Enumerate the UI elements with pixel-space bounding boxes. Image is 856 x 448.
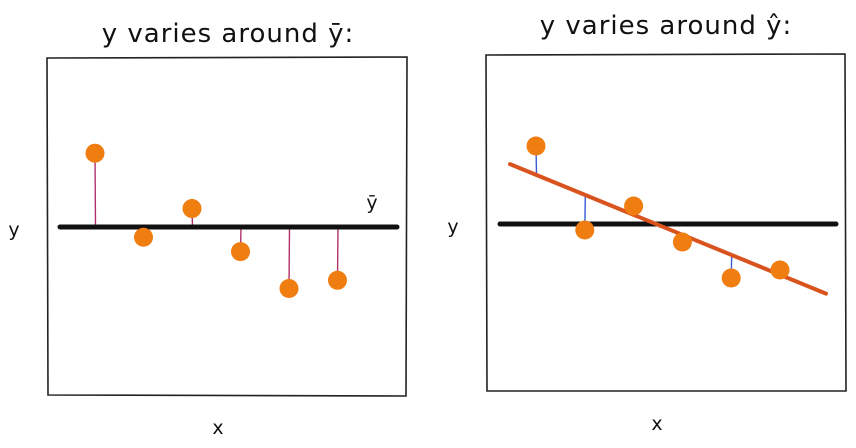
panel-mean: y varies around ȳ: y x ȳ	[8, 19, 408, 439]
x-axis-label: x	[212, 417, 223, 439]
data-point	[672, 232, 692, 252]
data-points	[85, 143, 347, 298]
y-axis-label: y	[8, 219, 19, 241]
data-point	[134, 227, 153, 247]
panel-title: y varies around ȳ:	[102, 19, 355, 49]
data-point	[328, 270, 347, 290]
residual-segment	[288, 226, 291, 289]
data-points	[526, 136, 790, 288]
plot-frame	[46, 56, 408, 397]
data-point	[182, 199, 202, 219]
plot-frame	[485, 53, 847, 392]
data-point	[526, 136, 546, 156]
data-point	[770, 260, 790, 280]
residual-segment	[94, 153, 97, 228]
data-point	[721, 268, 741, 288]
panel-regression: y varies around ŷ: y x	[447, 11, 847, 435]
data-point	[279, 279, 299, 298]
data-point	[85, 143, 105, 163]
y-axis-label: y	[447, 216, 458, 238]
x-axis-label: x	[651, 413, 662, 435]
panel-title: y varies around ŷ:	[540, 11, 793, 41]
data-point	[575, 220, 595, 240]
data-point	[231, 242, 250, 262]
mean-label: ȳ	[366, 192, 377, 214]
data-point	[624, 196, 644, 216]
residual-segments	[94, 153, 339, 289]
